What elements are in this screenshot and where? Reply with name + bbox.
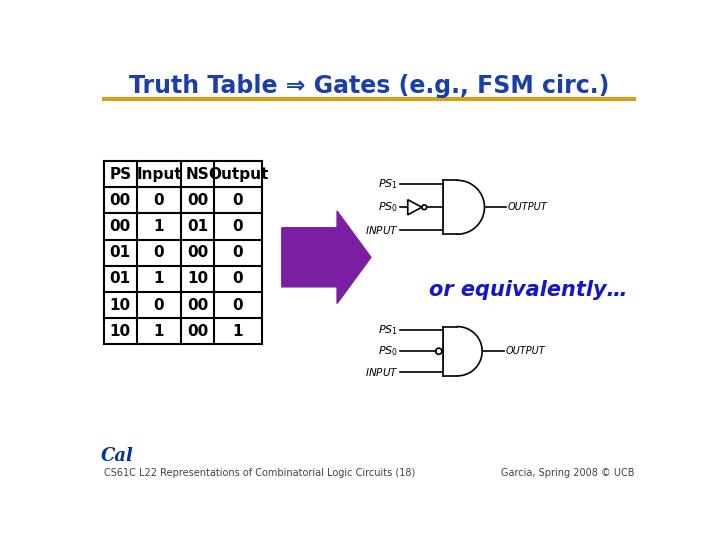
Text: PS: PS	[109, 167, 131, 181]
Text: 00: 00	[109, 193, 131, 208]
Text: $PS_1$: $PS_1$	[379, 177, 398, 191]
Polygon shape	[443, 180, 485, 234]
Text: $PS_0$: $PS_0$	[378, 200, 398, 214]
Text: OUTPUT: OUTPUT	[505, 346, 545, 356]
Text: 00: 00	[109, 219, 131, 234]
Text: 10: 10	[109, 323, 131, 339]
Text: 0: 0	[153, 298, 164, 313]
Text: Output: Output	[208, 167, 269, 181]
Text: $INPUT$: $INPUT$	[365, 366, 398, 378]
Text: 0: 0	[233, 272, 243, 286]
Text: 00: 00	[187, 245, 208, 260]
Text: 0: 0	[233, 245, 243, 260]
Text: 1: 1	[154, 323, 164, 339]
Text: 1: 1	[154, 219, 164, 234]
Text: $PS_1$: $PS_1$	[379, 323, 398, 338]
Text: 10: 10	[187, 272, 208, 286]
Text: NS: NS	[186, 167, 210, 181]
Text: OUTPUT: OUTPUT	[508, 202, 547, 212]
Text: Input: Input	[136, 167, 181, 181]
Text: 1: 1	[233, 323, 243, 339]
Text: or equivalently…: or equivalently…	[428, 280, 627, 300]
Text: 0: 0	[233, 219, 243, 234]
Text: Truth Table ⇒ Gates (e.g., FSM circ.): Truth Table ⇒ Gates (e.g., FSM circ.)	[129, 73, 609, 98]
Text: Cal: Cal	[101, 447, 134, 465]
Polygon shape	[282, 211, 371, 303]
Text: $PS_0$: $PS_0$	[378, 345, 398, 358]
Text: 1: 1	[154, 272, 164, 286]
Text: CS61C L22 Representations of Combinatorial Logic Circuits (18): CS61C L22 Representations of Combinatori…	[104, 468, 415, 478]
Text: 0: 0	[153, 245, 164, 260]
Text: 01: 01	[109, 272, 131, 286]
Text: $INPUT$: $INPUT$	[365, 224, 398, 237]
Polygon shape	[408, 200, 422, 215]
Text: 01: 01	[109, 245, 131, 260]
Text: Garcia, Spring 2008 © UCB: Garcia, Spring 2008 © UCB	[500, 468, 634, 478]
Polygon shape	[443, 327, 482, 376]
Text: 0: 0	[233, 193, 243, 208]
Text: 0: 0	[233, 298, 243, 313]
Text: 01: 01	[187, 219, 208, 234]
Text: 10: 10	[109, 298, 131, 313]
Text: 0: 0	[153, 193, 164, 208]
Text: 00: 00	[187, 193, 208, 208]
Text: 00: 00	[187, 323, 208, 339]
Text: 00: 00	[187, 298, 208, 313]
